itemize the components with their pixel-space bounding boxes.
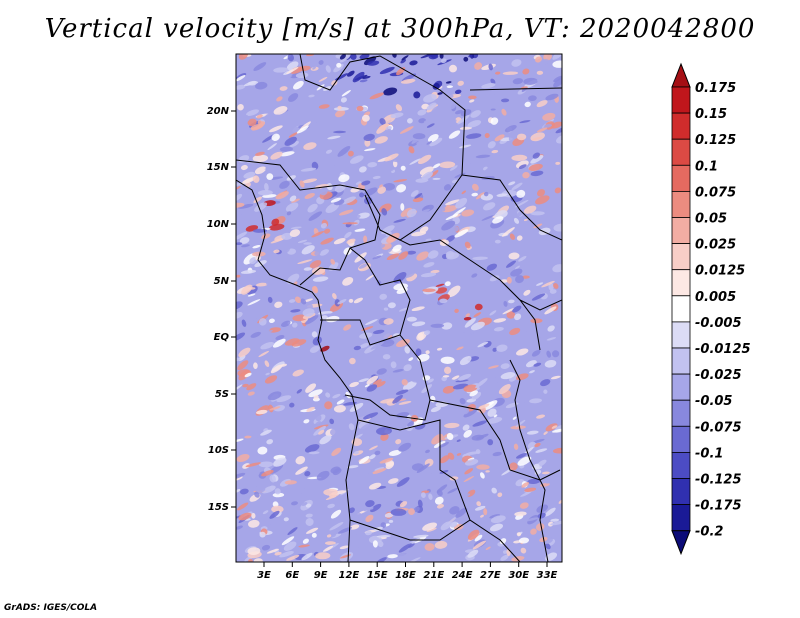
colorbar-label: 0.175 bbox=[695, 81, 736, 96]
colorbar-swatch bbox=[671, 138, 691, 166]
longitude-axis: 3E 6E 9E 12E 15E 18E 21E 24E 27E 30E 33E bbox=[257, 562, 558, 581]
colorbar-label: 0.05 bbox=[695, 212, 727, 227]
lon-label: 24E bbox=[452, 570, 473, 581]
colorbar-top-arrow bbox=[671, 62, 691, 88]
colorbar-label: -0.005 bbox=[695, 316, 742, 331]
colorbar-label: -0.2 bbox=[695, 525, 723, 540]
lat-label: 10S bbox=[208, 445, 229, 456]
colorbar-swatch bbox=[671, 295, 691, 323]
colorbar-label: -0.05 bbox=[695, 394, 732, 409]
country-borders bbox=[236, 54, 562, 562]
latitude-axis: 20N 15N 10N 5N EQ 5S 10S 15S bbox=[207, 106, 236, 513]
colorbar-swatch bbox=[671, 451, 691, 479]
colorbar-label: 0.0125 bbox=[695, 264, 745, 279]
lat-label: EQ bbox=[214, 332, 230, 343]
colorbar-label: 0.125 bbox=[695, 133, 736, 148]
lon-label: 33E bbox=[537, 570, 558, 581]
colorbar-swatch bbox=[671, 269, 691, 297]
velocity-field bbox=[236, 54, 562, 562]
colorbar-swatch bbox=[671, 478, 691, 506]
lon-label: 30E bbox=[508, 570, 529, 581]
colorbar-label: -0.0125 bbox=[695, 342, 751, 357]
colorbar-swatch bbox=[671, 164, 691, 192]
colorbar-swatch bbox=[671, 243, 691, 271]
lat-label: 5N bbox=[214, 276, 230, 287]
map-title: Vertical velocity [m/s] at 300hPa, VT: 2… bbox=[44, 14, 756, 44]
lon-label: 6E bbox=[285, 570, 299, 581]
credit-label: GrADS: IGES/COLA bbox=[4, 603, 98, 613]
colorbar-swatch bbox=[671, 217, 691, 245]
colorbar-swatch bbox=[671, 347, 691, 375]
colorbar-swatch bbox=[671, 190, 691, 218]
colorbar-bottom-arrow bbox=[671, 530, 691, 556]
lon-label: 27E bbox=[480, 570, 501, 581]
colorbar-swatch bbox=[671, 321, 691, 349]
lat-label: 15N bbox=[207, 162, 230, 173]
lat-label: 20N bbox=[207, 106, 230, 117]
lat-label: 15S bbox=[208, 502, 229, 513]
colorbar-swatch bbox=[671, 112, 691, 140]
lon-label: 12E bbox=[339, 570, 360, 581]
colorbar-swatch bbox=[671, 86, 691, 114]
colorbar: 0.175 0.15 0.125 0.1 0.075 0.05 0.025 0.0125 0.0… bbox=[671, 62, 751, 556]
colorbar-swatch bbox=[671, 373, 691, 401]
colorbar-swatch bbox=[671, 425, 691, 453]
colorbar-label: -0.075 bbox=[695, 420, 742, 435]
colorbar-label: -0.025 bbox=[695, 368, 742, 383]
colorbar-label: -0.175 bbox=[695, 499, 742, 514]
colorbar-swatch bbox=[671, 504, 691, 532]
lat-label: 10N bbox=[207, 219, 230, 230]
colorbar-label: 0.15 bbox=[695, 107, 727, 122]
colorbar-label: -0.125 bbox=[695, 473, 742, 488]
colorbar-label: -0.1 bbox=[695, 446, 723, 461]
colorbar-label: 0.1 bbox=[695, 159, 718, 174]
lon-label: 3E bbox=[257, 570, 271, 581]
lon-label: 18E bbox=[395, 570, 416, 581]
colorbar-label: 0.025 bbox=[695, 238, 736, 253]
lon-label: 21E bbox=[423, 570, 444, 581]
colorbar-label: 0.005 bbox=[695, 290, 736, 305]
lon-label: 15E bbox=[367, 570, 388, 581]
colorbar-label: 0.075 bbox=[695, 185, 736, 200]
lon-label: 9E bbox=[314, 570, 328, 581]
lat-label: 5S bbox=[215, 389, 229, 400]
colorbar-swatch bbox=[671, 399, 691, 427]
map-frame bbox=[235, 53, 563, 563]
